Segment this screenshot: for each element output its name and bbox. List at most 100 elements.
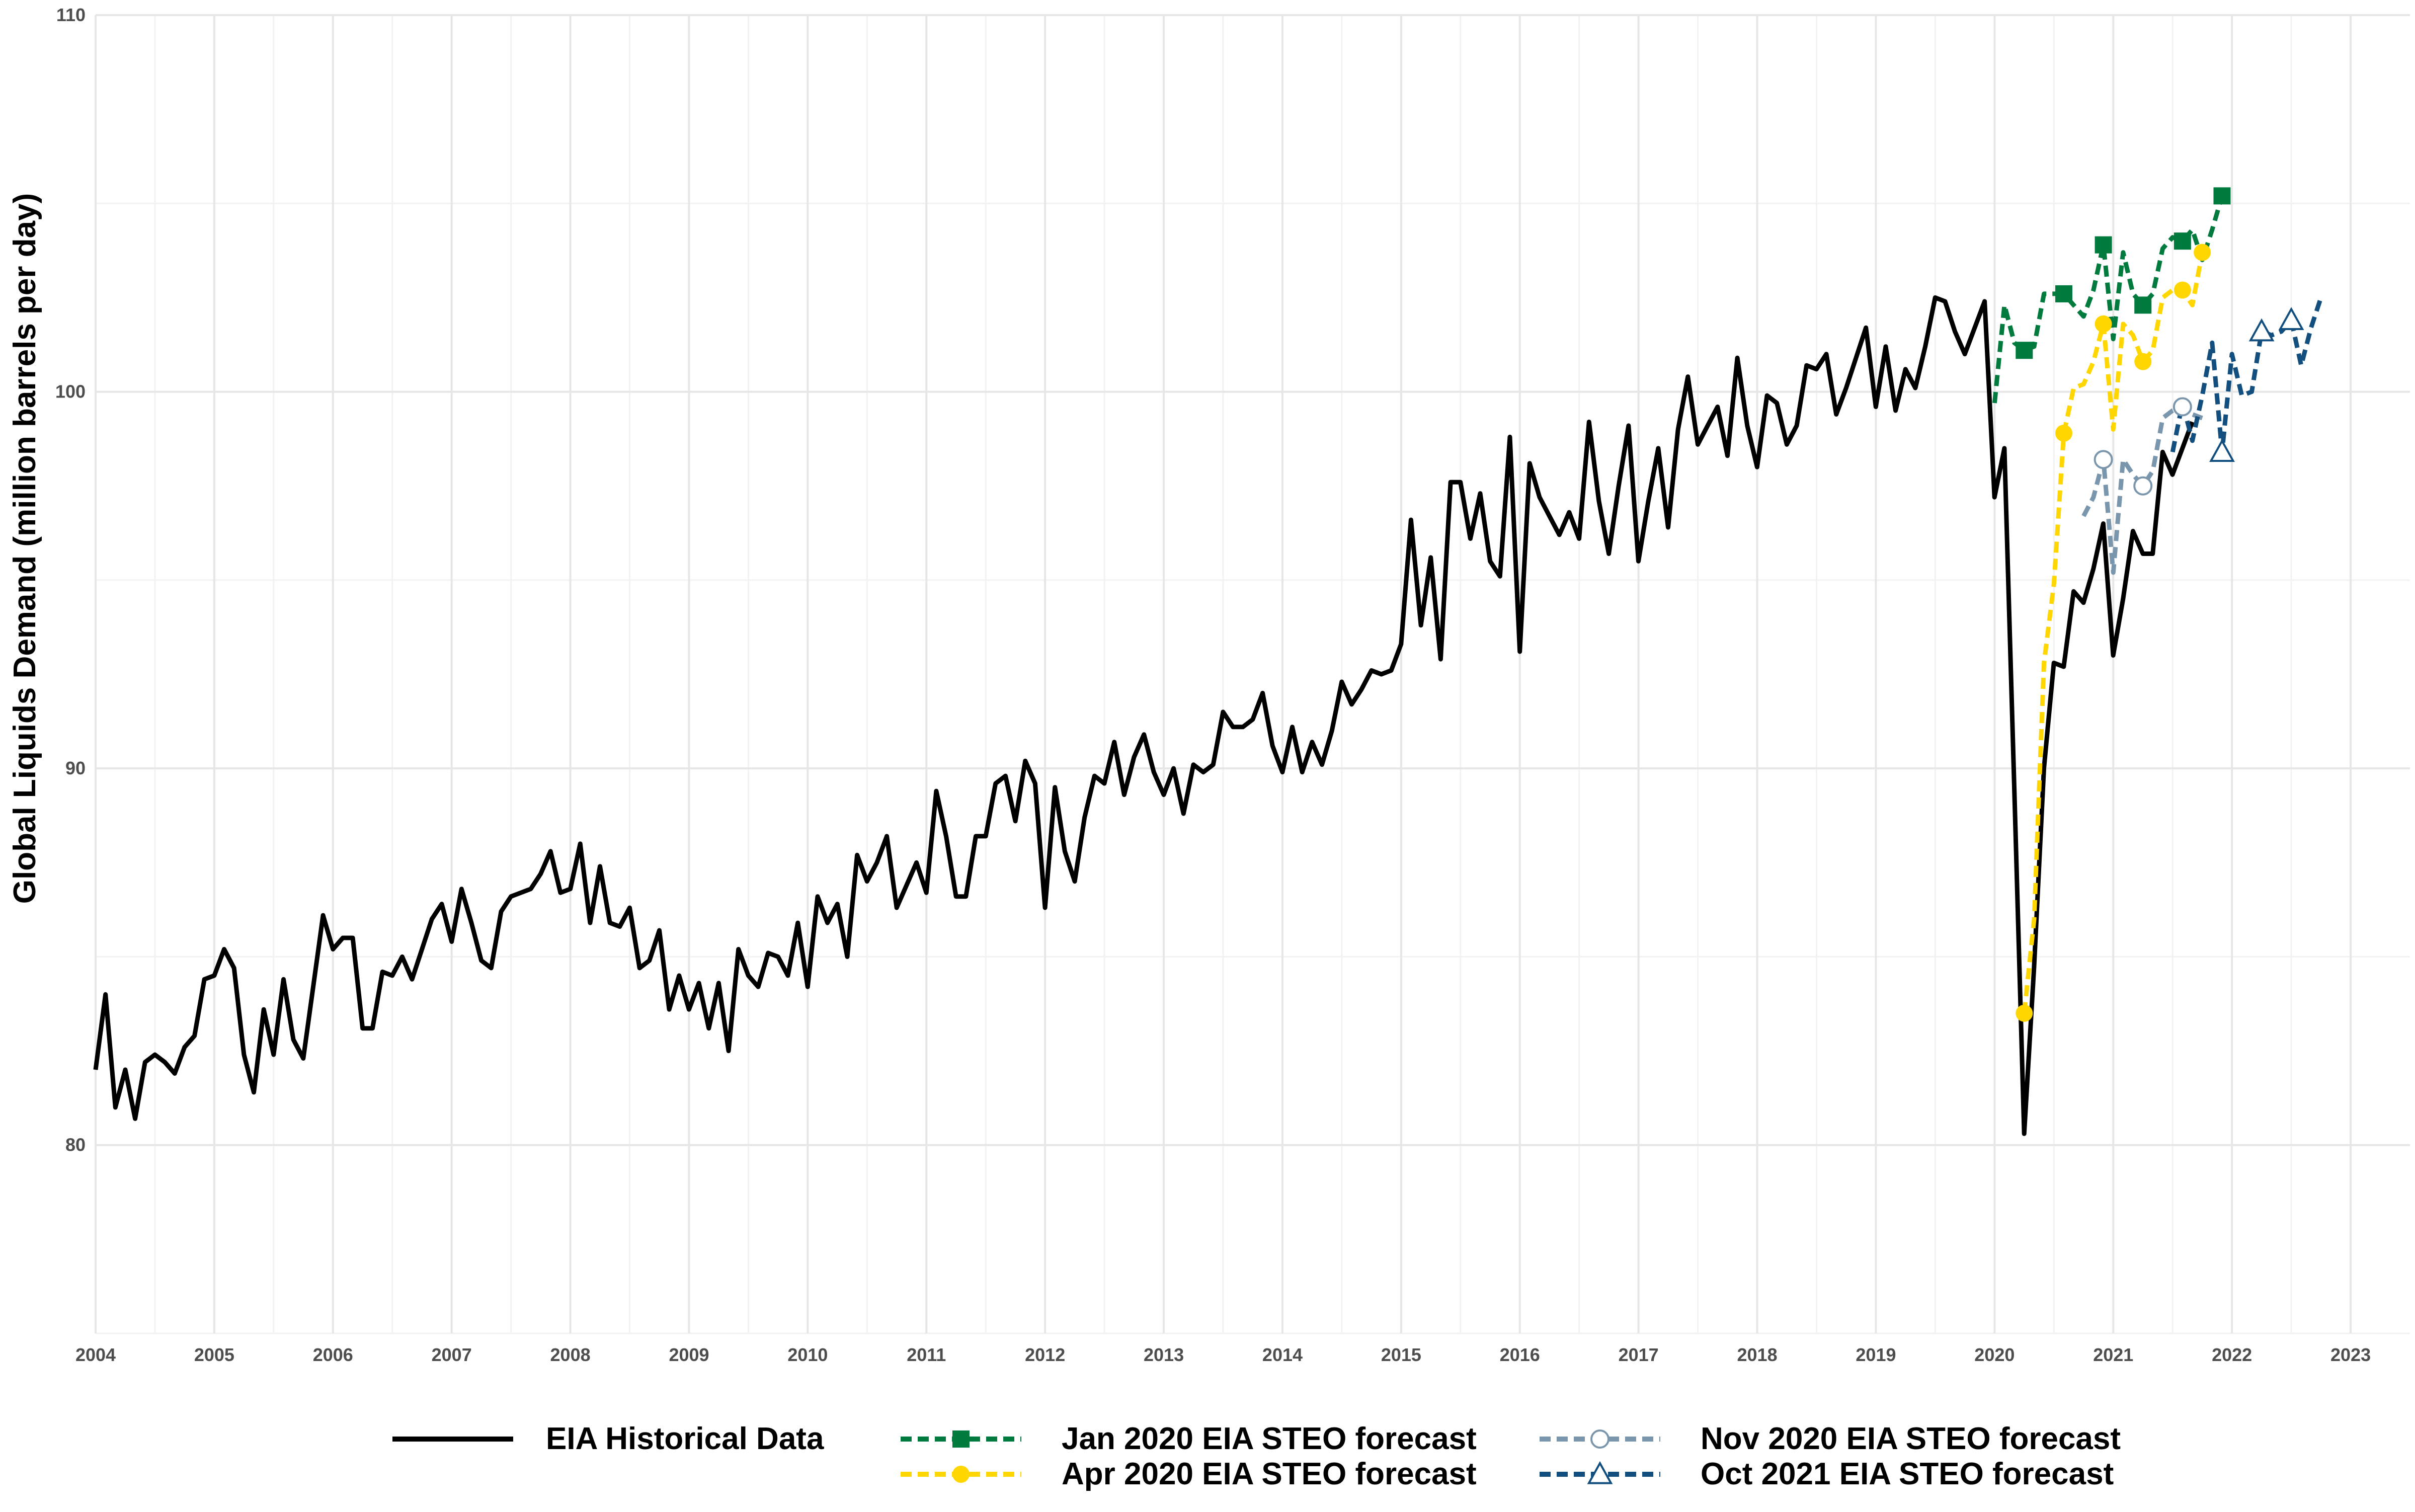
data-point-0 bbox=[1183, 813, 1184, 814]
legend-label: EIA Historical Data bbox=[546, 1421, 824, 1456]
series-marker-1 bbox=[2055, 285, 2072, 302]
series-marker-3 bbox=[2133, 476, 2153, 496]
legend-marker bbox=[1587, 1461, 1613, 1484]
data-point-0 bbox=[1163, 794, 1164, 795]
data-point-0 bbox=[1252, 719, 1253, 720]
data-point-0 bbox=[1935, 297, 1936, 298]
data-point-0 bbox=[2172, 474, 2173, 475]
data-point-0 bbox=[412, 979, 413, 980]
data-point-0 bbox=[1806, 365, 1807, 366]
legend-item-1: Jan 2020 EIA STEO forecast bbox=[901, 1421, 1477, 1456]
data-point-0 bbox=[1084, 817, 1085, 818]
x-tick-label: 2006 bbox=[313, 1344, 353, 1365]
series-marker-2 bbox=[2194, 244, 2211, 261]
data-point-0 bbox=[1381, 674, 1382, 675]
data-point-0 bbox=[1440, 659, 1441, 660]
y-tick-label: 110 bbox=[56, 5, 86, 25]
series-marker-1 bbox=[2016, 342, 2033, 359]
x-tick-label: 2007 bbox=[432, 1344, 472, 1365]
data-point-0 bbox=[1104, 783, 1105, 784]
data-point-0 bbox=[659, 930, 660, 931]
data-point-0 bbox=[2073, 591, 2074, 592]
legend-item-0: EIA Historical Data bbox=[392, 1421, 824, 1456]
data-point-0 bbox=[1391, 670, 1392, 671]
legend-item-2: Apr 2020 EIA STEO forecast bbox=[901, 1457, 1477, 1491]
data-point-1 bbox=[2192, 229, 2193, 230]
data-point-0 bbox=[184, 1047, 185, 1048]
data-point-0 bbox=[283, 979, 284, 980]
series-line-0 bbox=[93, 295, 2195, 1136]
series-marker-3 bbox=[2172, 397, 2192, 417]
data-point-0 bbox=[1994, 497, 1995, 498]
data-point-0 bbox=[619, 926, 620, 927]
series-lines bbox=[93, 195, 2323, 1136]
series-marker-1 bbox=[2174, 232, 2191, 250]
data-point-0 bbox=[649, 960, 650, 961]
grid-lines bbox=[95, 14, 2410, 1334]
data-point-0 bbox=[1539, 497, 1540, 498]
data-point-0 bbox=[817, 896, 818, 897]
data-point-4 bbox=[2271, 335, 2272, 336]
data-point-0 bbox=[1173, 768, 1174, 769]
x-tick-label: 2020 bbox=[1974, 1344, 2015, 1365]
x-tick-label: 2017 bbox=[1619, 1344, 1659, 1365]
data-point-0 bbox=[580, 843, 581, 844]
data-point-2 bbox=[2113, 429, 2114, 430]
legend: EIA Historical Data Jan 2020 EIA STEO for… bbox=[392, 1421, 2121, 1491]
series-line-4 bbox=[2170, 296, 2323, 454]
x-tick-label: 2005 bbox=[194, 1344, 234, 1365]
data-point-3 bbox=[2152, 470, 2153, 471]
data-point-0 bbox=[1213, 764, 1214, 765]
series-marker-3 bbox=[2094, 450, 2113, 469]
legend-label: Oct 2021 EIA STEO forecast bbox=[1701, 1457, 2114, 1491]
series-marker-2 bbox=[2016, 1004, 2033, 1022]
data-point-0 bbox=[105, 994, 106, 995]
x-tick-label: 2010 bbox=[787, 1344, 828, 1365]
data-point-0 bbox=[1460, 482, 1461, 483]
data-point-0 bbox=[204, 979, 205, 980]
y-tick-label: 80 bbox=[65, 1135, 86, 1155]
x-tick-label: 2023 bbox=[2330, 1344, 2371, 1365]
series-line-2 bbox=[2022, 252, 2205, 1014]
series-marker-1 bbox=[2213, 187, 2231, 205]
series-line-1 bbox=[1992, 195, 2224, 404]
data-point-0 bbox=[1341, 681, 1342, 682]
data-point-0 bbox=[451, 941, 452, 942]
data-point-2 bbox=[2152, 350, 2153, 351]
x-tick-label: 2018 bbox=[1737, 1344, 1778, 1365]
x-tick-label: 2022 bbox=[2212, 1344, 2252, 1365]
series-marker-2 bbox=[2095, 315, 2112, 333]
x-axis-ticks: 2004 2005 2006 2007 2008 2009 2010 2011 2012 2013… bbox=[75, 1344, 2371, 1365]
data-point-4 bbox=[2241, 395, 2242, 396]
data-point-4 bbox=[2251, 391, 2252, 392]
legend-marker bbox=[1590, 1429, 1609, 1449]
data-point-0 bbox=[1470, 538, 1471, 539]
x-tick-label: 2009 bbox=[669, 1344, 709, 1365]
series-marker-1 bbox=[2095, 236, 2112, 254]
data-point-0 bbox=[1608, 553, 1609, 554]
x-tick-label: 2015 bbox=[1381, 1344, 1421, 1365]
data-point-4 bbox=[2281, 331, 2282, 332]
data-point-1 bbox=[2152, 293, 2153, 294]
data-point-0 bbox=[2083, 602, 2084, 603]
data-point-0 bbox=[1885, 346, 1886, 347]
data-point-0 bbox=[1638, 561, 1639, 562]
x-tick-label: 2012 bbox=[1025, 1344, 1065, 1365]
data-point-3 bbox=[2093, 497, 2094, 498]
data-point-0 bbox=[965, 896, 966, 897]
legend-label: Jan 2020 EIA STEO forecast bbox=[1062, 1421, 1477, 1456]
data-point-0 bbox=[2103, 523, 2104, 524]
series-marker-4 bbox=[2278, 307, 2304, 330]
series-marker-2 bbox=[2055, 424, 2072, 442]
data-point-3 bbox=[2113, 572, 2114, 573]
x-tick-label: 2019 bbox=[1856, 1344, 1896, 1365]
data-point-0 bbox=[916, 862, 917, 863]
data-point-0 bbox=[2113, 655, 2114, 656]
data-point-0 bbox=[1480, 493, 1481, 494]
data-point-4 bbox=[2202, 395, 2203, 396]
legend-marker bbox=[952, 1430, 970, 1448]
x-tick-label: 2008 bbox=[550, 1344, 591, 1365]
data-point-2 bbox=[2093, 361, 2094, 362]
x-tick-label: 2021 bbox=[2093, 1344, 2133, 1365]
